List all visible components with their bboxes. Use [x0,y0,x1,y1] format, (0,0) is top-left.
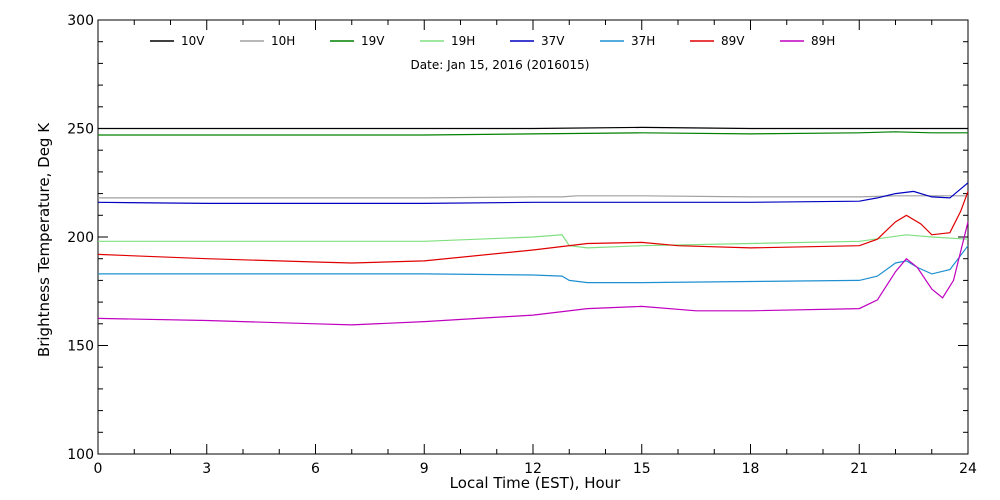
series-line-37h [98,245,969,284]
x-tick-label: 3 [202,461,211,477]
legend-label-37v: 37V [541,34,565,48]
y-tick-label: 150 [67,339,94,355]
series-line-19v [98,131,968,136]
x-tick-label: 24 [959,461,977,477]
x-tick-label: 6 [311,461,320,477]
y-axis: 100 150 200 250 300 [67,13,968,463]
series-line-37v [97,182,969,204]
legend-label-10h: 10H [271,34,295,48]
x-tick-label: 21 [850,461,868,477]
legend-label-19h: 19H [451,34,475,48]
x-tick-label: 15 [633,461,651,477]
legend-label-89h: 89H [811,34,835,48]
x-tick-label: 9 [420,461,429,477]
x-axis-title: Local Time (EST), Hour [450,474,621,492]
series-line-89v [97,191,969,264]
chart-title: Date: Jan 15, 2016 (2016015) [411,58,590,72]
legend: 10V 10H 19V 19H 37V 37H 89V 89H [150,34,835,48]
y-tick-label: 200 [67,230,94,246]
legend-label-19v: 19V [361,34,385,48]
legend-label-10v: 10V [181,34,205,48]
x-tick-label: 0 [94,461,103,477]
x-tick-label: 12 [524,461,542,477]
y-tick-label: 250 [67,122,94,138]
series-group [97,126,969,326]
legend-label-89v: 89V [721,34,745,48]
x-tick-label: 18 [742,461,760,477]
y-tick-label: 300 [67,13,94,29]
y-tick-label: 100 [67,447,94,463]
y-axis-title: Brightness Temperature, Deg K [35,122,53,357]
legend-label-37h: 37H [631,34,655,48]
series-line-10v [98,126,968,130]
series-line-10h [98,195,968,199]
series-line-89h [97,221,969,326]
x-axis: 0 3 6 9 12 15 18 21 24 [94,20,977,477]
series-line-19h [98,234,969,249]
